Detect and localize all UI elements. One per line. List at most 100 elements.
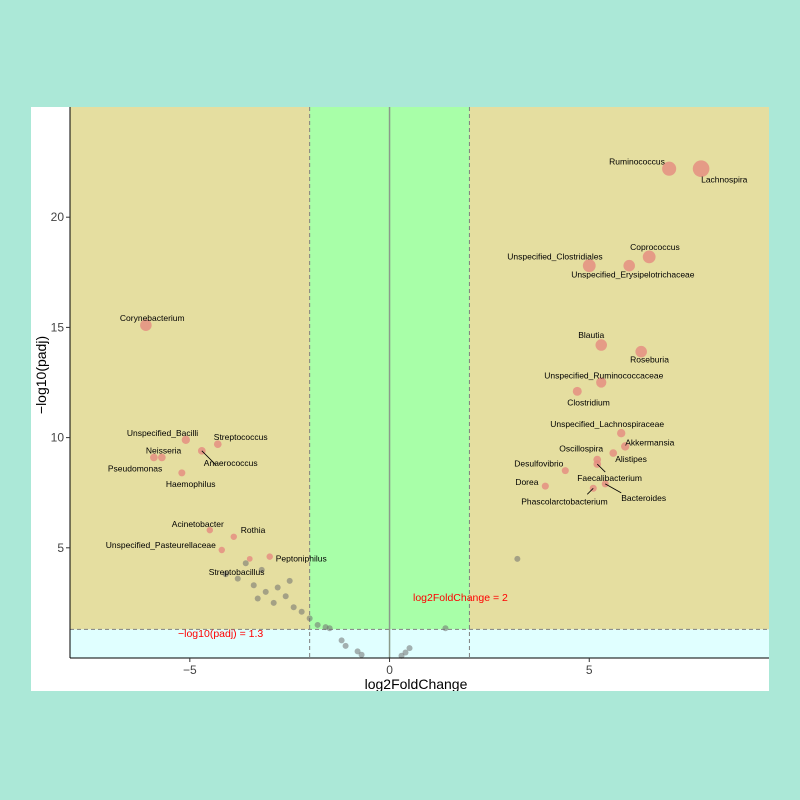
point-other xyxy=(514,555,521,562)
label-phascolarctobacterium: Phascolarctobacterium xyxy=(521,496,607,506)
label-blautia: Blautia xyxy=(578,330,604,340)
label-streptobacillus: Streptobacillus xyxy=(209,567,265,577)
point-alistipes xyxy=(609,449,618,457)
leader-phascolarctobacterium xyxy=(586,488,594,495)
point-other xyxy=(314,621,321,628)
label-alistipes: Alistipes xyxy=(615,454,647,464)
point-other xyxy=(222,571,229,578)
point-neisseria xyxy=(158,453,166,462)
point-other xyxy=(358,651,365,658)
y-tick-label: 5 xyxy=(57,541,64,555)
label-streptococcus: Streptococcus xyxy=(214,432,268,442)
point-unspecified_lachnospiraceae xyxy=(617,429,626,438)
y-axis-title: −log10(padj) xyxy=(33,336,49,414)
point-other xyxy=(290,604,297,611)
point-roseburia xyxy=(635,345,647,358)
point-peptoniphilus xyxy=(266,553,273,560)
volcano-plot: Ruminococcus Lachnospira Coprococcus Unspec… xyxy=(33,107,769,691)
plot-panel: Ruminococcus Lachnospira Coprococcus Unspec… xyxy=(31,107,769,691)
point-desulfovibrio xyxy=(561,467,569,475)
point-other xyxy=(342,642,349,649)
label-dorea: Dorea xyxy=(515,477,538,487)
leader-faecalibacterium xyxy=(596,463,606,473)
x-axis-title: log2FoldChange xyxy=(365,676,468,691)
point-unspecified_erysipelotrichaceae xyxy=(623,259,635,272)
point-other xyxy=(406,645,413,652)
label-neisseria: Neisseria xyxy=(146,445,182,455)
label-haemophilus: Haemophilus xyxy=(166,479,216,489)
point-other xyxy=(306,615,313,622)
label-unspecified_erysipelotrichaceae: Unspecified_Erysipelotrichaceae xyxy=(571,270,695,280)
point-unspecified_clostridiales xyxy=(582,259,596,273)
point-dorea xyxy=(541,482,549,490)
point-other xyxy=(298,608,305,615)
point-other xyxy=(234,575,241,582)
point-other xyxy=(282,593,289,600)
point-lachnospira xyxy=(692,160,710,178)
label-roseburia: Roseburia xyxy=(630,355,669,365)
y-tick-label: 20 xyxy=(51,210,65,224)
point-haemophilus xyxy=(178,469,186,477)
label-peptoniphilus: Peptoniphilus xyxy=(276,554,327,564)
point-clostridium xyxy=(572,386,582,396)
point-streptococcus xyxy=(213,440,222,449)
y-tick-label: 10 xyxy=(51,431,65,445)
point-other xyxy=(402,649,409,656)
point-other xyxy=(274,584,281,591)
point-unspecified_pasteurellaceae xyxy=(218,546,225,554)
label-faecalibacterium: Faecalibacterium xyxy=(577,473,642,483)
label-unspecified_bacilli: Unspecified_Bacilli xyxy=(127,428,198,438)
point-labels: Ruminococcus Lachnospira Coprococcus Unspec… xyxy=(106,157,748,577)
label-clostridium: Clostridium xyxy=(567,397,610,407)
data-points xyxy=(140,160,710,659)
point-unspecified_bacilli xyxy=(181,435,190,444)
point-blautia xyxy=(595,339,607,351)
label-unspecified_lachnospiraceae: Unspecified_Lachnospiraceae xyxy=(550,419,664,429)
x-tick-label: 5 xyxy=(586,663,593,677)
label-akkermansia: Akkermansia xyxy=(625,437,674,447)
point-streptobacillus xyxy=(246,555,253,562)
label-unspecified_clostridiales: Unspecified_Clostridiales xyxy=(507,252,602,262)
label-acinetobacter: Acinetobacter xyxy=(172,519,224,529)
label-corynebacterium: Corynebacterium xyxy=(120,313,185,323)
point-other xyxy=(354,648,361,655)
point-other xyxy=(262,588,269,595)
point-other xyxy=(286,577,293,584)
below-threshold-region xyxy=(70,629,769,658)
leader-anaerococcus xyxy=(201,450,217,466)
point-other xyxy=(442,625,449,632)
point-corynebacterium xyxy=(140,319,152,331)
point-other xyxy=(254,595,261,602)
label-rothia: Rothia xyxy=(241,525,266,535)
point-ruminococcus xyxy=(662,161,677,176)
fold-threshold-label: log2FoldChange = 2 xyxy=(413,592,508,604)
label-bacteroides: Bacteroides xyxy=(621,493,666,503)
axes: −5 0 5 5 10 15 20 xyxy=(51,107,769,677)
point-rothia xyxy=(230,533,237,540)
label-unspecified_ruminococcaceae: Unspecified_Ruminococcaceae xyxy=(544,371,663,381)
label-lachnospira: Lachnospira xyxy=(701,175,748,185)
label-pseudomonas: Pseudomonas xyxy=(108,463,162,473)
point-other xyxy=(242,560,249,567)
x-tick-label: 0 xyxy=(386,663,393,677)
label-unspecified_pasteurellaceae: Unspecified_Pasteurellaceae xyxy=(106,540,216,550)
label-oscillospira: Oscillospira xyxy=(559,444,603,454)
threshold-lines xyxy=(70,107,769,658)
point-other xyxy=(258,566,265,573)
point-other xyxy=(326,625,333,632)
y-tick-label: 15 xyxy=(51,320,65,334)
plot-background xyxy=(70,107,769,658)
point-unspecified_ruminococcaceae xyxy=(596,377,607,388)
point-bacteroides xyxy=(601,480,609,488)
label-ruminococcus: Ruminococcus xyxy=(609,157,665,167)
label-desulfovibrio: Desulfovibrio xyxy=(514,459,563,469)
point-akkermansia xyxy=(621,442,630,451)
label-coprococcus: Coprococcus xyxy=(630,242,680,252)
point-acinetobacter xyxy=(206,526,213,534)
point-other xyxy=(398,652,405,659)
leader-bacteroides xyxy=(605,483,622,494)
point-other xyxy=(338,637,345,644)
point-pseudomonas xyxy=(150,453,158,462)
point-other xyxy=(270,599,277,606)
x-tick-label: −5 xyxy=(183,663,197,677)
